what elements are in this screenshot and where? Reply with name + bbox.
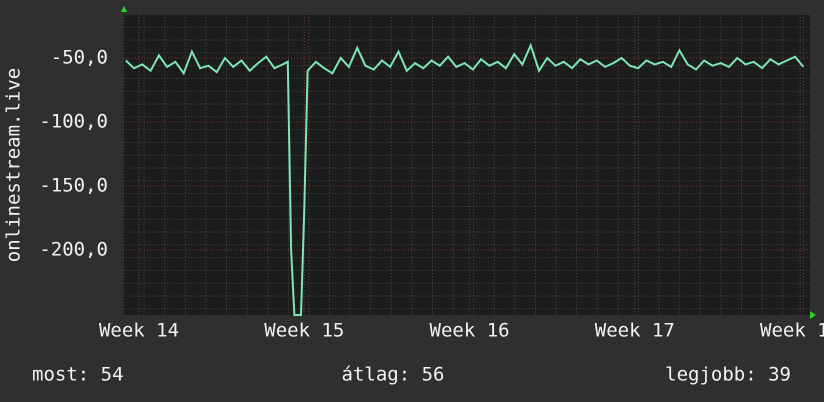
x-tick-label: Week 16	[430, 320, 510, 342]
axis-arrow	[810, 311, 816, 319]
y-tick-label: -100,0	[39, 110, 108, 132]
x-tick-label: Week 15	[264, 320, 344, 342]
footer-stat: átlag: 56	[342, 364, 445, 386]
footer-stat: most: 54	[32, 364, 124, 386]
x-tick-label: Week 18	[760, 320, 824, 342]
y-tick-label: -200,0	[39, 238, 108, 260]
footer-stat: legjobb: 39	[665, 364, 791, 386]
y-axis-label: onlinestream.live	[3, 68, 25, 262]
x-tick-label: Week 17	[595, 320, 675, 342]
axis-arrow	[121, 6, 127, 12]
y-tick-label: -50,0	[51, 46, 108, 68]
x-tick-label: Week 14	[99, 320, 179, 342]
series-line	[125, 42, 805, 316]
y-tick-label: -150,0	[39, 174, 108, 196]
